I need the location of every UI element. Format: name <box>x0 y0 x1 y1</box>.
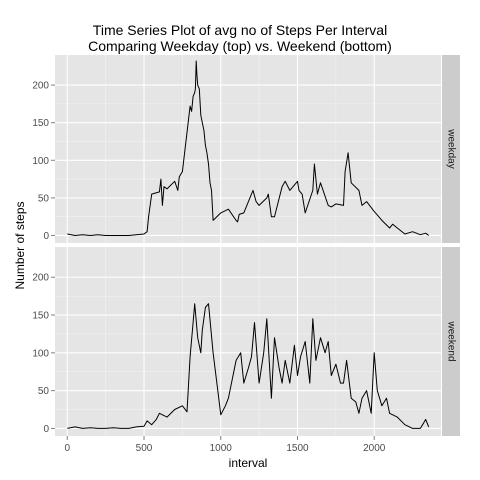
x-tick-label: 1000 <box>210 443 233 454</box>
facet-strip-label: weekday <box>445 128 456 168</box>
y-tick-label: 150 <box>32 311 49 322</box>
y-tick-label: 200 <box>32 273 49 284</box>
y-tick-label: 0 <box>43 231 49 242</box>
panel-background <box>55 247 441 436</box>
y-tick-label: 50 <box>38 193 50 204</box>
chart-title: Time Series Plot of avg no of Steps Per … <box>92 22 388 38</box>
y-tick-label: 0 <box>43 424 49 435</box>
x-tick-label: 2000 <box>363 443 386 454</box>
y-tick-label: 100 <box>32 156 49 167</box>
series-line-weekday <box>67 60 430 236</box>
y-tick-label: 100 <box>32 348 49 359</box>
facet-strip <box>442 55 460 243</box>
x-tick-label: 500 <box>136 443 153 454</box>
y-tick-label: 50 <box>38 386 50 397</box>
facet-strip <box>442 247 460 436</box>
y-axis-title: Number of steps <box>13 201 27 289</box>
chart-subtitle: Comparing Weekday (top) vs. Weekend (bot… <box>88 38 392 54</box>
y-tick-label: 200 <box>32 81 49 92</box>
x-axis-title: interval <box>229 456 268 470</box>
facet-strip-label: weekend <box>445 320 456 361</box>
x-tick-label: 1500 <box>286 443 309 454</box>
series-line-weekend <box>67 303 430 429</box>
y-tick-label: 150 <box>32 118 49 129</box>
panel-background <box>55 55 441 243</box>
x-tick-label: 0 <box>64 443 70 454</box>
